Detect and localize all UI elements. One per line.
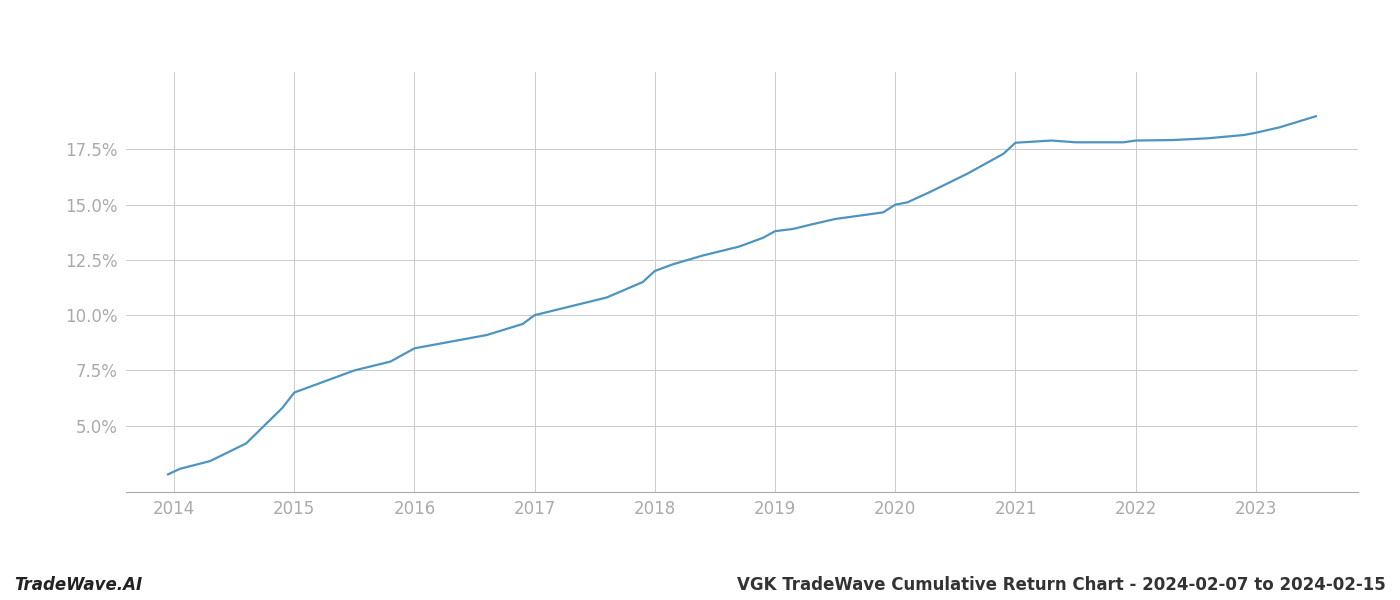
Text: VGK TradeWave Cumulative Return Chart - 2024-02-07 to 2024-02-15: VGK TradeWave Cumulative Return Chart - … — [738, 576, 1386, 594]
Text: TradeWave.AI: TradeWave.AI — [14, 576, 143, 594]
